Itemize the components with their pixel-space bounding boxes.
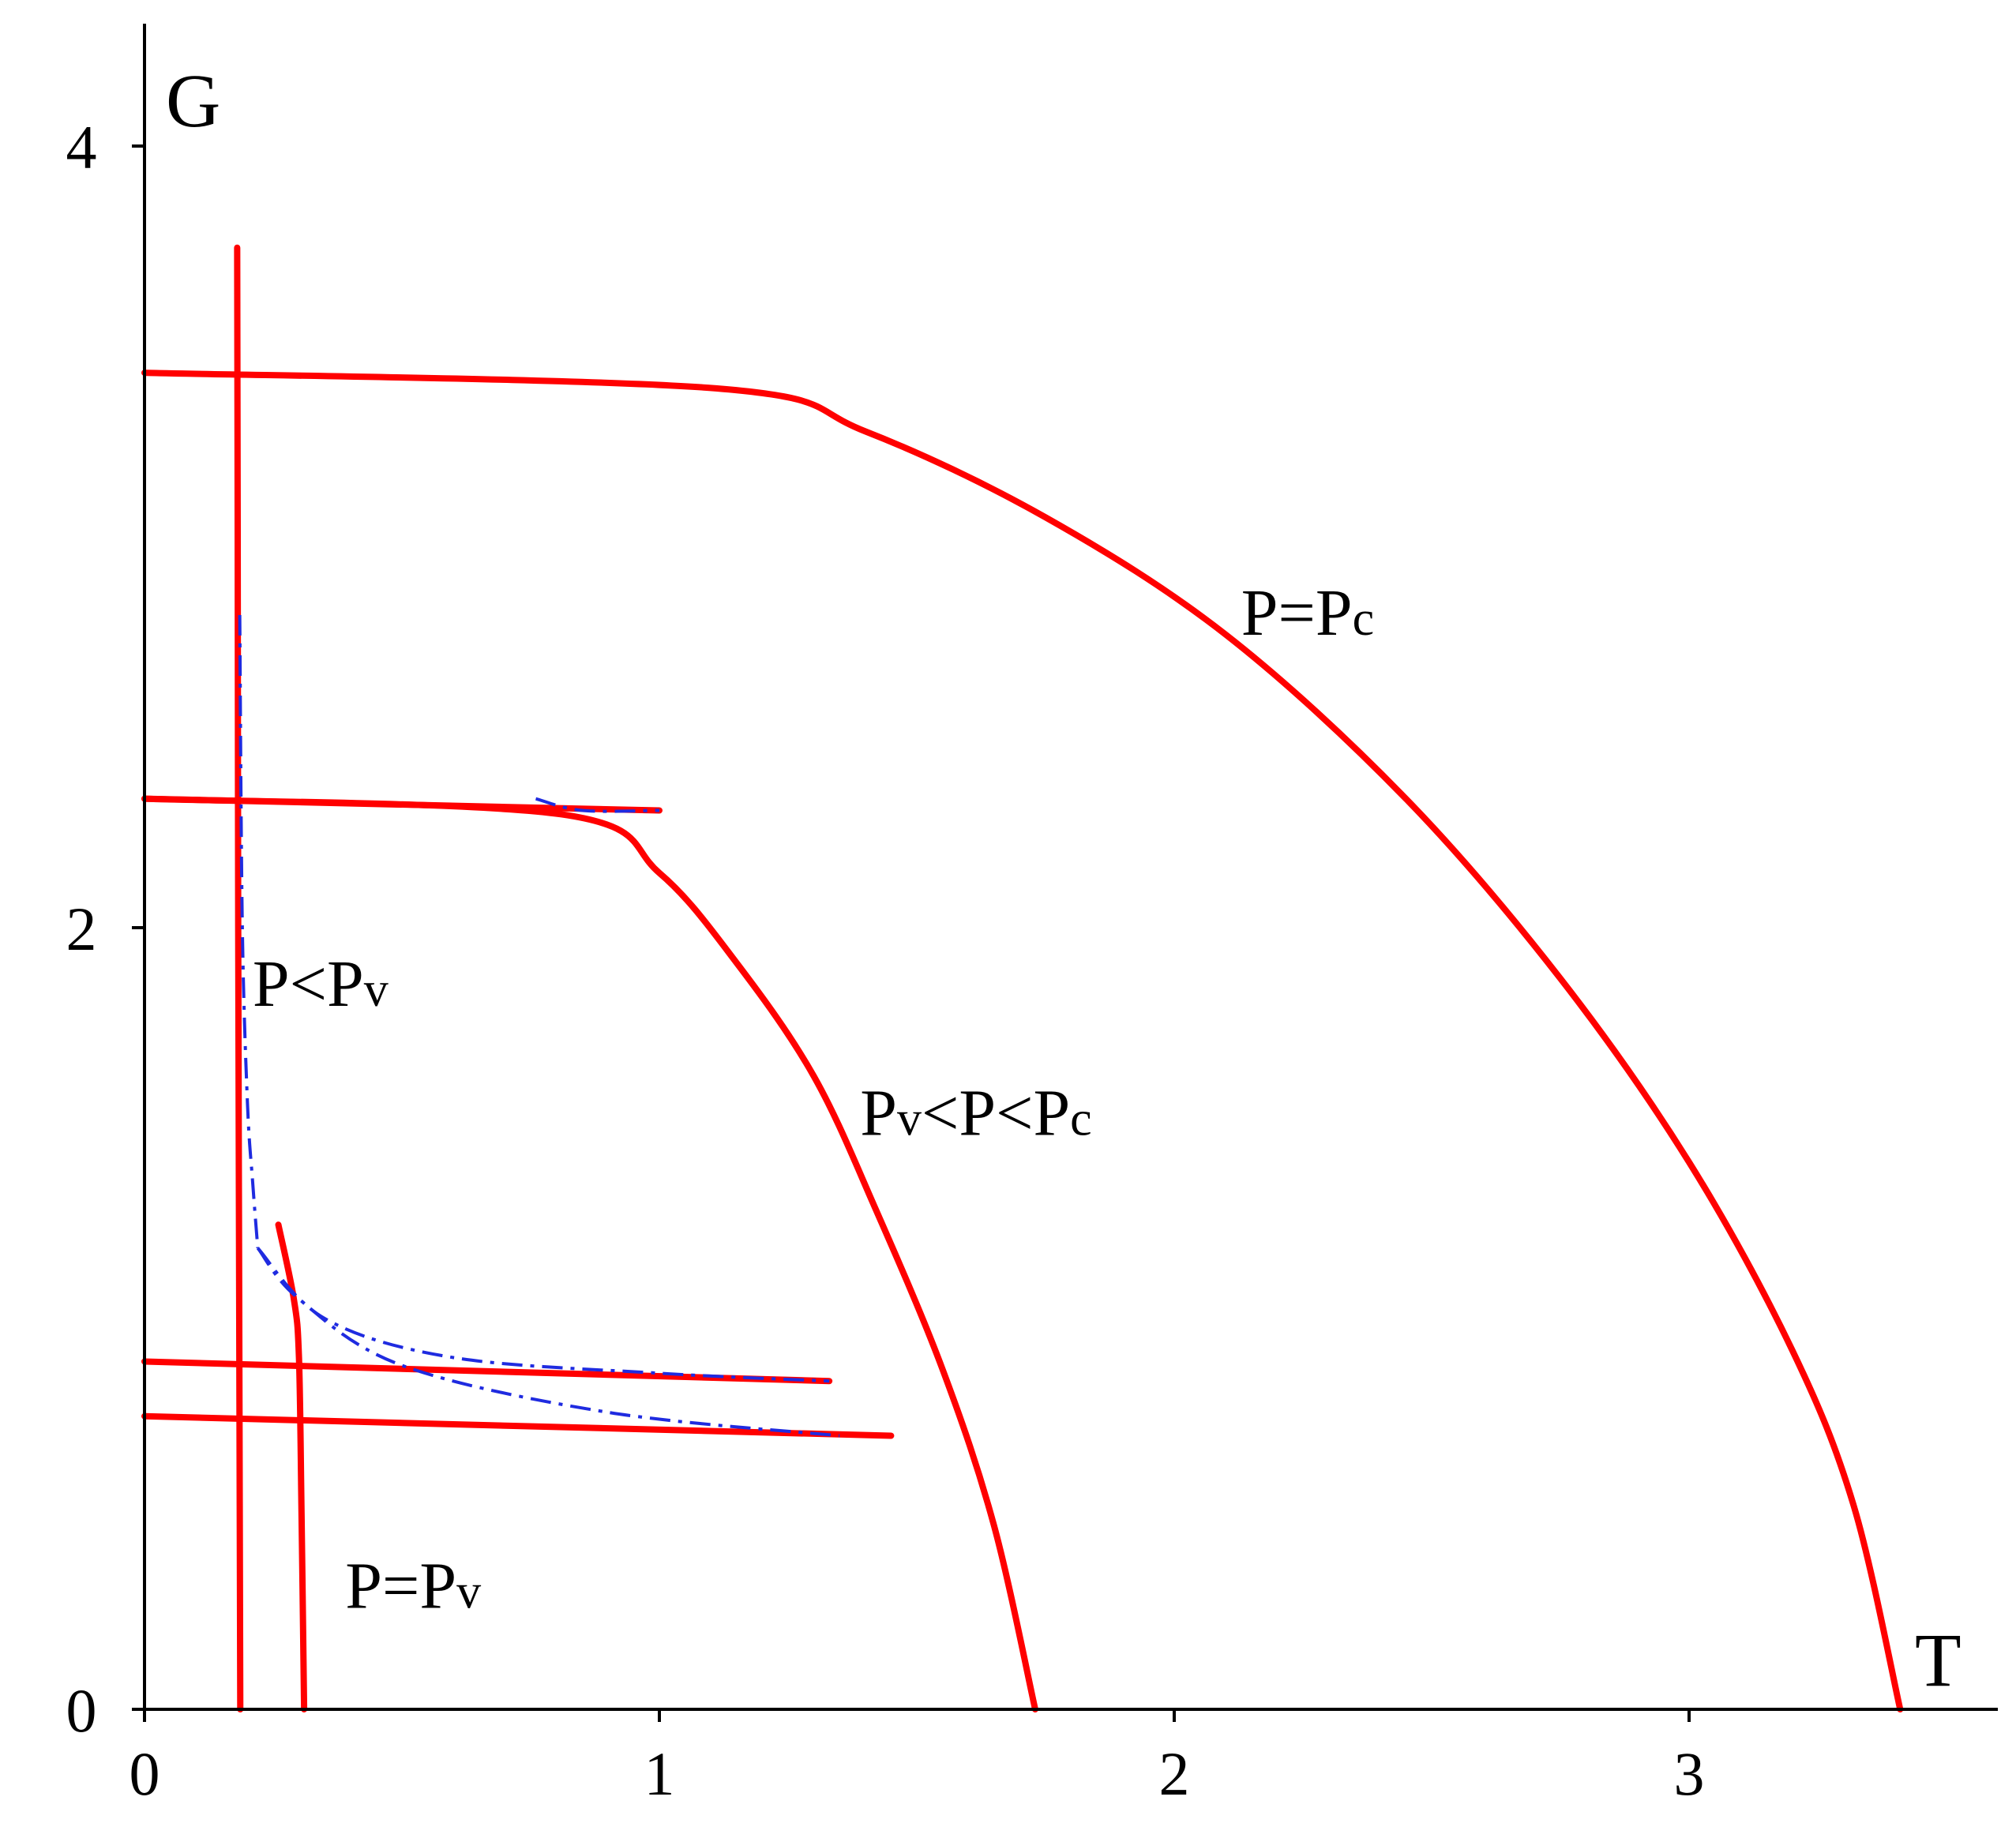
solid-curve-2	[141, 795, 663, 814]
annotation-pv: P=Pv	[345, 1549, 481, 1622]
dashdot-curve-7	[238, 614, 260, 1249]
y-tick-label-2: 2	[66, 895, 97, 963]
solid-curve-6	[141, 1412, 895, 1439]
x-tick-label-0: 0	[130, 1739, 160, 1808]
annotations: P=Pc Pv<P<Pc P<Pv P=Pv	[253, 576, 1374, 1623]
x-tick-label-2: 2	[1159, 1739, 1190, 1808]
dashdot-curve-9	[256, 1247, 840, 1438]
y-axis-title: G	[166, 58, 220, 143]
solid-curve-4	[275, 1221, 308, 1712]
dashdot-curve-10	[535, 797, 660, 813]
annotation-pc: P=Pc	[1241, 576, 1374, 650]
x-axis-title: T	[1915, 1618, 1962, 1702]
x-tick-label-3: 3	[1674, 1739, 1705, 1808]
solid-curve-0	[141, 369, 1904, 1712]
solid-curve-1	[141, 795, 1038, 1712]
y-tick-label-0: 0	[66, 1676, 97, 1745]
dashdot-curve-8	[256, 1247, 830, 1383]
axis-ticks: 0 1 2 3 0 2 4	[66, 113, 1705, 1808]
plot-curves	[141, 244, 1904, 1712]
x-tick-label-1: 1	[644, 1739, 675, 1808]
y-tick-label-4: 4	[66, 113, 97, 182]
annotation-between: Pv<P<Pc	[860, 1076, 1091, 1150]
axes	[133, 24, 1998, 1711]
solid-curve-3	[234, 244, 244, 1712]
annotation-below: P<Pv	[253, 947, 389, 1021]
solid-curve-5	[141, 1358, 833, 1385]
